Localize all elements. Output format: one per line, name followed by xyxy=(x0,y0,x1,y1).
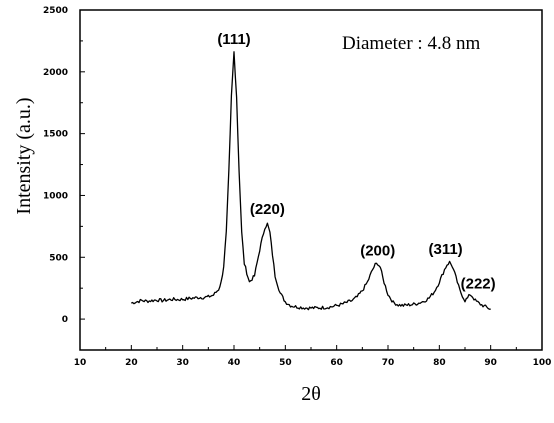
y-axis-title: Intensity (a.u.) xyxy=(13,97,35,214)
peak-label: (200) xyxy=(360,242,395,259)
x-tick-label: 20 xyxy=(125,358,138,368)
peak-label: (311) xyxy=(428,241,462,258)
peak-label: (220) xyxy=(250,201,285,218)
x-tick-label: 90 xyxy=(484,358,497,368)
y-tick-label: 0 xyxy=(62,315,68,325)
x-tick-label: 10 xyxy=(74,358,87,368)
x-axis-tick-labels: 10 20 30 40 50 60 70 80 90 100 xyxy=(74,358,552,368)
peak-label: (222) xyxy=(461,275,496,292)
y-tick-label: 1000 xyxy=(43,191,68,201)
series-line xyxy=(131,51,491,311)
plot-frame xyxy=(79,9,543,351)
y-tick-label: 2000 xyxy=(43,68,68,78)
y-tick-label: 500 xyxy=(49,253,68,263)
x-tick-label: 40 xyxy=(228,358,241,368)
y-tick-label: 2500 xyxy=(43,6,68,16)
diameter-annotation: Diameter : 4.8 nm xyxy=(342,33,480,54)
y-tick-label: 1500 xyxy=(43,130,68,140)
y-axis-tick-labels: 0 500 1000 1500 2000 2500 xyxy=(43,6,68,325)
x-tick-label: 50 xyxy=(279,358,292,368)
x-tick-label: 100 xyxy=(533,358,552,368)
x-tick-label: 70 xyxy=(382,358,395,368)
x-tick-label: 80 xyxy=(433,358,446,368)
x-axis-title: 2θ xyxy=(301,383,321,405)
peak-labels: (111) (220) (200) (311) (222) xyxy=(217,31,495,292)
peak-label: (111) xyxy=(217,31,250,48)
x-tick-label: 30 xyxy=(176,358,189,368)
x-tick-label: 60 xyxy=(330,358,343,368)
